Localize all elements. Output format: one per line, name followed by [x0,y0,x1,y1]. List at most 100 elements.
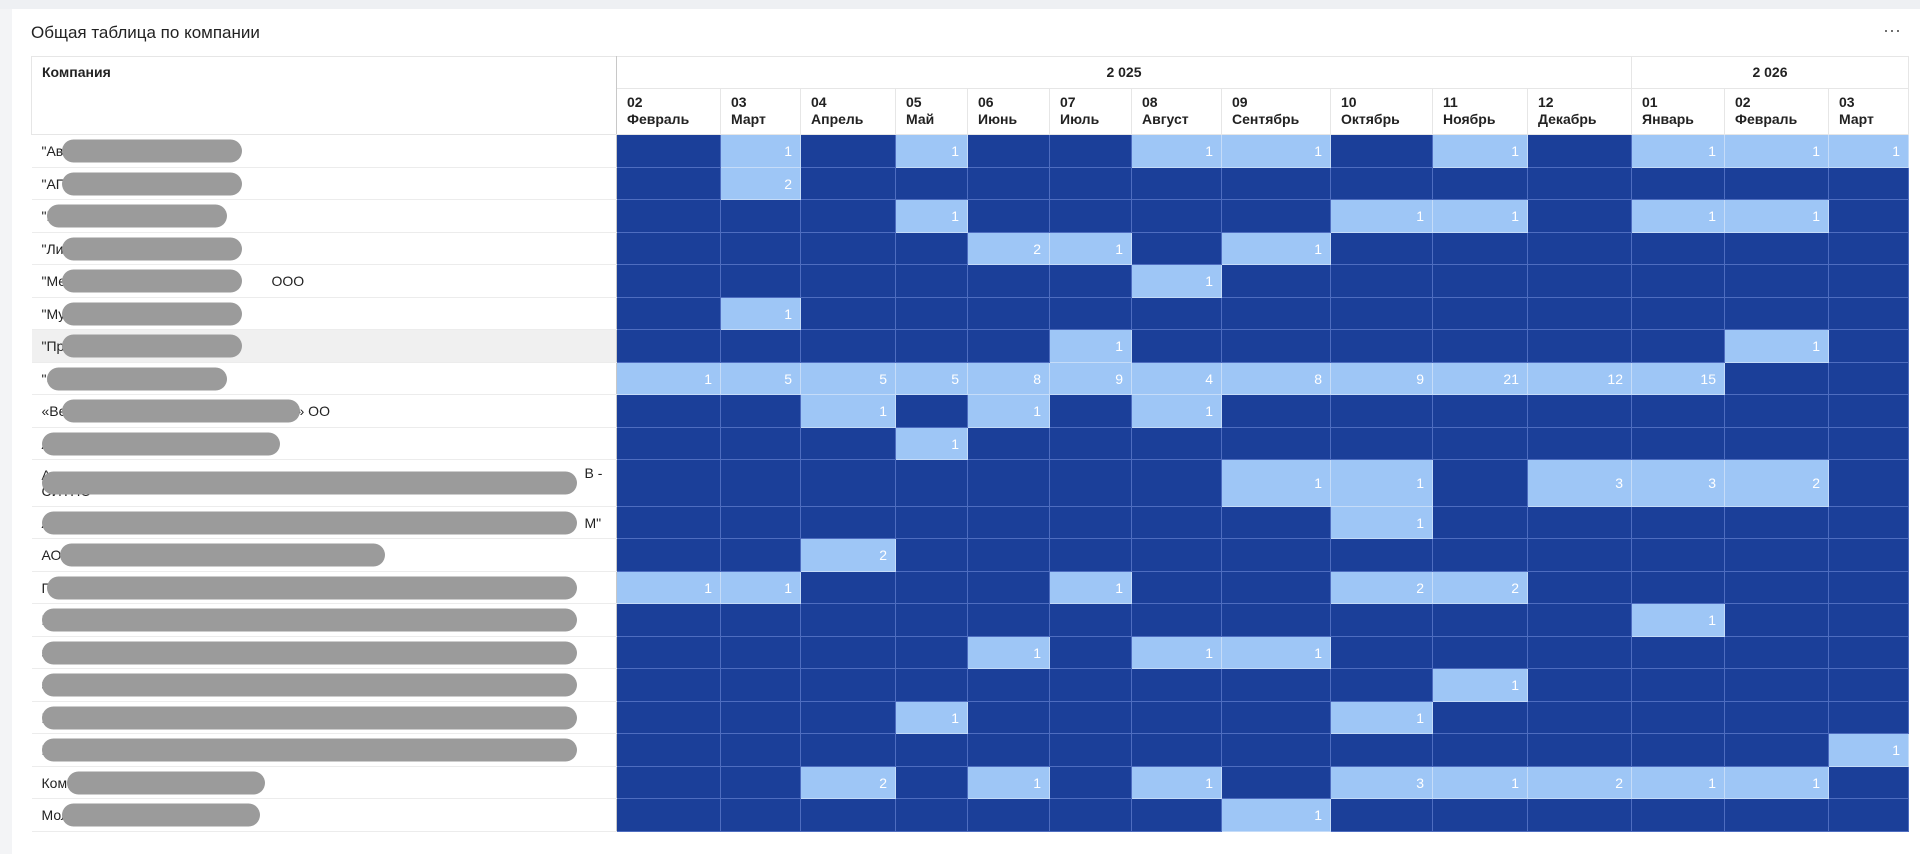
value-cell[interactable] [1828,766,1909,799]
value-cell[interactable] [720,636,801,669]
value-cell[interactable] [1828,329,1909,363]
value-cell[interactable]: 1 [1631,603,1725,637]
value-cell[interactable] [1828,394,1909,428]
value-cell[interactable] [616,232,721,265]
value-cell[interactable]: 9 [1049,362,1132,395]
value-cell[interactable] [895,571,968,604]
value-cell[interactable] [1221,733,1331,767]
value-cell[interactable] [1631,668,1725,702]
value-cell[interactable]: 1 [1432,199,1528,233]
value-cell[interactable] [1131,701,1222,734]
table-row[interactable]: АМ" 1 [31,506,1909,539]
value-cell[interactable] [1527,167,1632,200]
value-cell[interactable]: 9 [1330,362,1433,395]
value-cell[interactable]: 1 [1330,506,1433,539]
table-row[interactable]: И 1 1 [31,701,1909,734]
value-cell[interactable] [1527,603,1632,637]
value-cell[interactable] [1330,636,1433,669]
table-row[interactable]: Га11122 [31,571,1909,604]
value-cell[interactable] [1527,394,1632,428]
value-cell[interactable]: 1 [895,134,968,168]
value-cell[interactable] [895,167,968,200]
value-cell[interactable] [967,733,1050,767]
value-cell[interactable] [967,264,1050,298]
value-cell[interactable] [1724,668,1829,702]
value-cell[interactable]: 2 [1724,459,1829,507]
value-cell[interactable] [1330,603,1433,637]
value-cell[interactable]: 2 [800,538,896,572]
table-row[interactable]: «Вел» ОО 1 1 1 [31,394,1909,428]
value-cell[interactable] [1221,603,1331,637]
value-cell[interactable] [1527,668,1632,702]
value-cell[interactable] [1221,329,1331,363]
value-cell[interactable] [616,297,721,330]
value-cell[interactable] [720,733,801,767]
value-cell[interactable] [1049,701,1132,734]
value-cell[interactable]: 1 [1631,199,1725,233]
value-cell[interactable] [1724,636,1829,669]
value-cell[interactable]: 2 [1330,571,1433,604]
value-cell[interactable] [720,603,801,637]
value-cell[interactable] [1724,297,1829,330]
value-cell[interactable]: 1 [1049,329,1132,363]
value-cell[interactable] [1131,297,1222,330]
value-cell[interactable] [1631,701,1725,734]
value-cell[interactable] [1631,798,1725,832]
table-row[interactable]: З1 [31,668,1909,702]
value-cell[interactable]: 1 [895,427,968,460]
value-cell[interactable] [1432,733,1528,767]
table-row[interactable]: "Э155589489211215 [31,362,1909,395]
value-cell[interactable] [1131,506,1222,539]
value-cell[interactable] [720,459,801,507]
value-cell[interactable] [1631,297,1725,330]
value-cell[interactable] [1049,506,1132,539]
value-cell[interactable] [1131,571,1222,604]
month-header[interactable]: 02 Февраль [1724,88,1829,135]
value-cell[interactable] [1432,538,1528,572]
value-cell[interactable] [967,297,1050,330]
value-cell[interactable] [720,329,801,363]
value-cell[interactable]: 2 [1527,766,1632,799]
value-cell[interactable] [1724,538,1829,572]
value-cell[interactable] [616,329,721,363]
value-cell[interactable]: 1 [895,701,968,734]
value-cell[interactable] [1828,668,1909,702]
value-cell[interactable] [800,329,896,363]
value-cell[interactable] [1221,167,1331,200]
value-cell[interactable] [616,798,721,832]
value-cell[interactable] [1527,506,1632,539]
table-row[interactable]: АО 2 [31,538,1909,572]
value-cell[interactable]: 1 [1432,134,1528,168]
value-cell[interactable] [1221,701,1331,734]
value-cell[interactable]: 1 [1221,232,1331,265]
value-cell[interactable] [1432,459,1528,507]
table-row[interactable]: "Аве 1 1 1 1 1 1 1 1 [31,134,1909,168]
month-header[interactable]: 04 Апрель [800,88,896,135]
value-cell[interactable] [616,394,721,428]
value-cell[interactable] [895,766,968,799]
value-cell[interactable] [1527,264,1632,298]
value-cell[interactable] [800,297,896,330]
more-horizontal-icon[interactable]: ⋯ [1883,21,1902,41]
value-cell[interactable]: 12 [1527,362,1632,395]
value-cell[interactable] [1131,167,1222,200]
value-cell[interactable] [1631,427,1725,460]
value-cell[interactable] [967,167,1050,200]
value-cell[interactable] [1828,362,1909,395]
value-cell[interactable]: 21 [1432,362,1528,395]
value-cell[interactable] [1432,264,1528,298]
value-cell[interactable] [1432,701,1528,734]
value-cell[interactable] [895,394,968,428]
table-row[interactable]: "АГР 2 [31,167,1909,200]
value-cell[interactable] [616,134,721,168]
value-cell[interactable] [616,264,721,298]
value-cell[interactable] [1221,427,1331,460]
table-row[interactable]: "Ме ООО 1 [31,264,1909,298]
value-cell[interactable] [1330,264,1433,298]
value-cell[interactable] [1131,798,1222,832]
value-cell[interactable] [1828,167,1909,200]
value-cell[interactable] [895,264,968,298]
value-cell[interactable] [1631,167,1725,200]
value-cell[interactable]: 1 [720,297,801,330]
